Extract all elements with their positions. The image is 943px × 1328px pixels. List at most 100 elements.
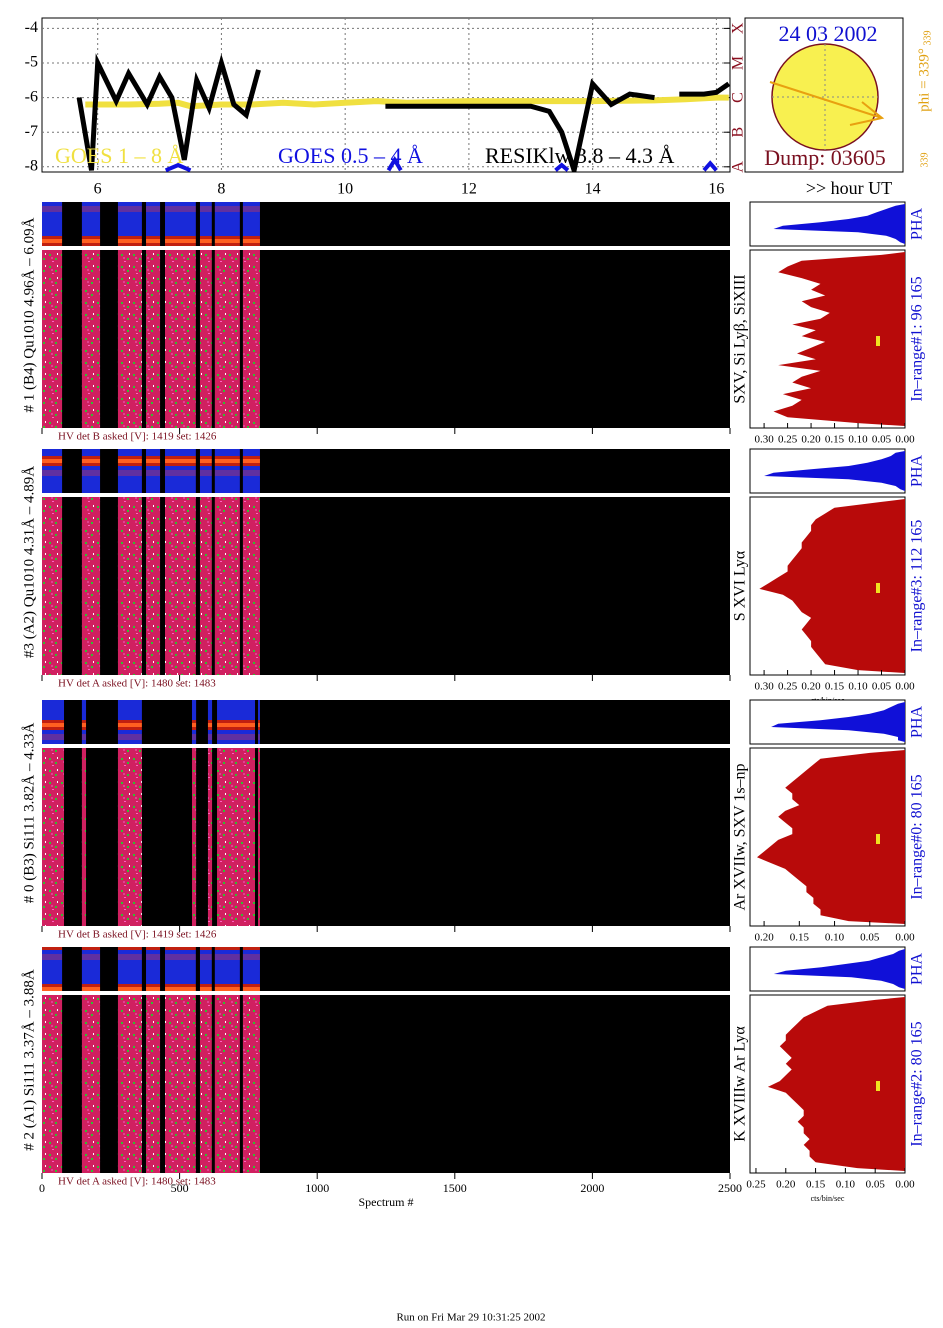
x-axis-label: >> hour UT bbox=[806, 178, 892, 198]
x-tick-label: 0.15 bbox=[790, 932, 810, 944]
x-tick-label: 0.00 bbox=[895, 681, 915, 693]
footer: Run on Fri Mar 29 10:31:25 2002 bbox=[396, 1312, 545, 1324]
orientation-arrow bbox=[769, 81, 885, 126]
x-tick-label: 0.10 bbox=[848, 434, 868, 446]
x-tick-label: 2500 bbox=[718, 1181, 742, 1195]
x-tick-label: 0.25 bbox=[778, 681, 798, 693]
spectrum-segment bbox=[217, 748, 256, 926]
x-tick-label: 0.10 bbox=[848, 681, 868, 693]
spectrum-segment bbox=[191, 748, 197, 926]
pha-segment bbox=[117, 700, 142, 744]
x-tick-label: 1000 bbox=[305, 1181, 329, 1195]
line-label: S XVI Lyα bbox=[732, 550, 749, 621]
date: 24 03 2002 bbox=[779, 21, 878, 46]
phi-sub: 339 bbox=[922, 31, 933, 46]
class-label: A bbox=[730, 161, 747, 173]
line-label: SXV, Si Lyβ, SiXIII bbox=[732, 274, 749, 403]
pha-segment bbox=[42, 449, 63, 493]
series-line bbox=[76, 53, 730, 172]
pha-label: PHA bbox=[909, 455, 926, 487]
pha-segment bbox=[81, 700, 87, 744]
series-line bbox=[164, 155, 718, 172]
x-tick-label: 0.00 bbox=[895, 434, 915, 446]
pha-label: PHA bbox=[909, 953, 926, 985]
x-tick-label: 0.05 bbox=[860, 932, 880, 944]
spectrum-segment bbox=[146, 250, 161, 428]
dump: Dump: 03605 bbox=[764, 145, 886, 170]
line-label: Ar XVIIw, SXV 1s–np bbox=[732, 763, 749, 910]
pha-segment bbox=[165, 449, 196, 493]
x-tick-label: 10 bbox=[337, 181, 353, 198]
pha-segment bbox=[42, 202, 63, 246]
spectrum-segment bbox=[258, 748, 260, 926]
series-line bbox=[85, 94, 729, 110]
hv-note: HV det B asked [V]: 1419 set: 1426 bbox=[58, 431, 217, 443]
spectrum-segment bbox=[165, 995, 196, 1173]
spectrum-segment bbox=[81, 497, 101, 675]
y-tick-label: -7 bbox=[25, 123, 38, 140]
pha-segment bbox=[42, 700, 65, 744]
pha-label: PHA bbox=[909, 706, 926, 738]
y-tick-label: -4 bbox=[25, 19, 38, 36]
x-tick-label: 0.00 bbox=[895, 932, 915, 944]
x-tick-label: 0.05 bbox=[866, 1179, 886, 1191]
plot-frame bbox=[41, 17, 731, 173]
x-axis-label: Spectrum # bbox=[359, 1195, 414, 1209]
spectrum-segment bbox=[214, 497, 240, 675]
spectrum-segment bbox=[165, 250, 196, 428]
pha-segment bbox=[117, 449, 142, 493]
pha-segment bbox=[214, 202, 240, 246]
pha-profile bbox=[773, 204, 905, 244]
spectrum-image bbox=[42, 995, 730, 1173]
spectrum-segment bbox=[81, 748, 87, 926]
pha-segment bbox=[165, 947, 196, 991]
x-tick-label: 0.10 bbox=[836, 1179, 856, 1191]
spectrum-segment bbox=[146, 497, 161, 675]
marker bbox=[876, 1081, 880, 1091]
pha-segment bbox=[214, 449, 240, 493]
pha-segment bbox=[199, 947, 212, 991]
spectrum-segment bbox=[207, 748, 213, 926]
marker bbox=[876, 336, 880, 346]
spectrum-segment bbox=[81, 995, 101, 1173]
class-label: B bbox=[730, 127, 747, 138]
x-tick-label: 0.05 bbox=[872, 434, 892, 446]
x-tick-label: 0.25 bbox=[778, 434, 798, 446]
y-tick-label: -6 bbox=[25, 88, 38, 105]
detector-label: # 0 (B3) Si111 3.82Å – 4.33Å bbox=[21, 723, 37, 904]
spectrum-segment bbox=[214, 250, 240, 428]
phi: phi = 339° bbox=[916, 48, 932, 112]
marker bbox=[876, 583, 880, 593]
spectrum-segment bbox=[242, 250, 260, 428]
pha-segment bbox=[199, 202, 212, 246]
pha-segment bbox=[146, 947, 161, 991]
x-tick-label: 0.30 bbox=[754, 434, 774, 446]
pha-segment bbox=[214, 947, 240, 991]
spectrum-segment bbox=[242, 497, 260, 675]
x-tick-label: 6 bbox=[94, 181, 102, 198]
spectrum-image bbox=[42, 497, 730, 675]
pha-segment bbox=[165, 202, 196, 246]
pha-segment bbox=[258, 700, 260, 744]
pha-segment bbox=[117, 202, 142, 246]
x-tick-label: 2000 bbox=[580, 1181, 604, 1195]
series-group bbox=[76, 53, 730, 172]
pha-segment bbox=[242, 449, 260, 493]
x-tick-label: 8 bbox=[217, 181, 225, 198]
pha-segment bbox=[81, 449, 101, 493]
spectrum-segment bbox=[81, 250, 101, 428]
range-label: In–range#3: 112 165 bbox=[909, 520, 926, 653]
y-tick-label: -8 bbox=[25, 157, 38, 174]
spectrum-segment bbox=[199, 995, 212, 1173]
line-label: K XVIIIw Ar Lyα bbox=[732, 1026, 749, 1142]
x-tick-label: 0.15 bbox=[806, 1179, 826, 1191]
pha-segment bbox=[42, 947, 63, 991]
detector-label: # 2 (A1) Si111 3.37Å – 3.88Å bbox=[21, 969, 37, 1151]
detector-label: # 1 (B4) Qu1010 4.96Å – 6.09Å bbox=[21, 217, 37, 412]
spectrum-segment bbox=[199, 250, 212, 428]
pha-segment bbox=[117, 947, 142, 991]
detector-label: #3 (A2) Qu1010 4.31Å – 4.89Å bbox=[21, 466, 37, 658]
spectrum-segment bbox=[117, 995, 142, 1173]
class-label: X bbox=[730, 22, 747, 34]
pha-segment bbox=[81, 947, 101, 991]
